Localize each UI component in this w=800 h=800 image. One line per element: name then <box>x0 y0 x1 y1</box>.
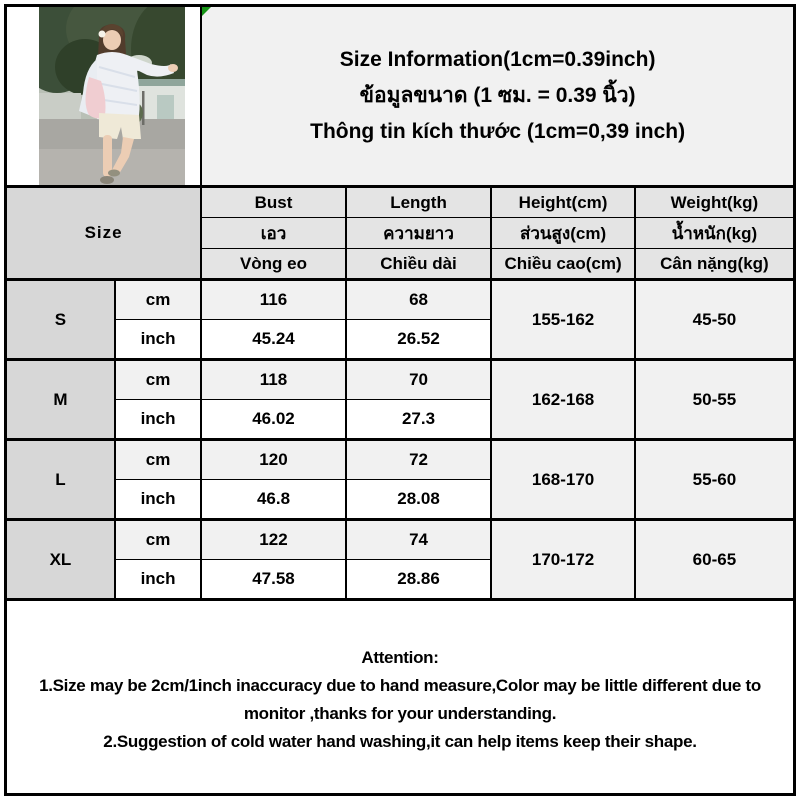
cell-s-length-cm: 68 <box>344 278 493 320</box>
cell-s-bust-inch: 45.24 <box>200 319 347 361</box>
cell-m-height: 162-168 <box>490 358 636 441</box>
cell-xl-length-cm: 74 <box>344 518 493 560</box>
cell-s-height: 155-162 <box>490 278 636 361</box>
col-header-weight-th: น้ำหนัก(kg) <box>633 217 796 249</box>
cell-l-length-cm: 72 <box>344 438 493 480</box>
cell-xl-weight: 60-65 <box>633 518 796 601</box>
cell-s-length-inch: 26.52 <box>344 319 493 361</box>
cell-m-length-cm: 70 <box>344 358 493 400</box>
cell-m-length-inch: 27.3 <box>344 399 493 441</box>
size-xl-label: XL <box>4 518 116 601</box>
cell-l-weight: 55-60 <box>633 438 796 521</box>
cell-xl-bust-cm: 122 <box>200 518 347 560</box>
size-l-label: L <box>4 438 116 521</box>
unit-inch-label: inch <box>113 319 203 361</box>
table-row: XL cm 122 74 170-172 60-65 <box>4 518 796 601</box>
col-header-length-vi: Chiều dài <box>344 248 493 281</box>
cell-m-weight: 50-55 <box>633 358 796 441</box>
col-header-weight-vi: Cân nặng(kg) <box>633 248 796 281</box>
table-row: L cm 120 72 168-170 55-60 <box>4 438 796 521</box>
cell-xl-length-inch: 28.86 <box>344 559 493 601</box>
size-header: Size <box>4 185 203 281</box>
cell-l-height: 168-170 <box>490 438 636 521</box>
table-row: inch 46.02 27.3 <box>6 399 795 441</box>
cell-m-bust-cm: 118 <box>200 358 347 400</box>
model-photo-illustration <box>39 7 185 184</box>
unit-cm-label: cm <box>113 518 203 560</box>
size-table: Size Information(1cm=0.39inch) ข้อมูลขนา… <box>4 4 796 796</box>
unit-inch-label: inch <box>113 479 203 521</box>
title-thai: ข้อมูลขนาด (1 ซม. = 0.39 นิ้ว) <box>359 84 636 107</box>
unit-inch-label: inch <box>113 399 203 441</box>
col-header-length-en: Length <box>344 185 493 218</box>
col-header-height-vi: Chiều cao(cm) <box>490 248 636 281</box>
table-row: inch 46.8 28.08 <box>6 479 795 521</box>
cell-xl-height: 170-172 <box>490 518 636 601</box>
attention-section: Attention: 1.Size may be 2cm/1inch inacc… <box>4 598 796 796</box>
col-header-height-th: ส่วนสูง(cm) <box>490 217 636 249</box>
attention-item-2: 2.Suggestion of cold water hand washing,… <box>103 731 697 751</box>
unit-cm-label: cm <box>113 358 203 400</box>
col-header-weight-en: Weight(kg) <box>633 185 796 218</box>
unit-inch-label: inch <box>113 559 203 601</box>
col-header-bust-th: เอว <box>200 217 347 249</box>
attention-heading: Attention: <box>361 647 439 667</box>
cell-l-length-inch: 28.08 <box>344 479 493 521</box>
col-header-bust-vi: Vòng eo <box>200 248 347 281</box>
unit-cm-label: cm <box>113 278 203 320</box>
table-row: inch 45.24 26.52 <box>6 319 795 361</box>
size-chart-sheet: Size Information(1cm=0.39inch) ข้อมูลขนา… <box>4 4 796 796</box>
cell-s-weight: 45-50 <box>633 278 796 361</box>
col-header-bust-en: Bust <box>200 185 347 218</box>
col-header-height-en: Height(cm) <box>490 185 636 218</box>
attention-item-1: 1.Size may be 2cm/1inch inaccuracy due t… <box>39 675 761 723</box>
unit-cm-label: cm <box>113 438 203 480</box>
photo-cell <box>4 4 203 188</box>
model-photo <box>39 7 185 184</box>
cell-xl-bust-inch: 47.58 <box>200 559 347 601</box>
cell-s-bust-cm: 116 <box>200 278 347 320</box>
cell-m-bust-inch: 46.02 <box>200 399 347 441</box>
cell-l-bust-cm: 120 <box>200 438 347 480</box>
title-vietnamese: Thông tin kích thước (1cm=0,39 inch) <box>310 120 686 143</box>
title-cell: Size Information(1cm=0.39inch) ข้อมูลขนา… <box>200 4 796 188</box>
cell-l-bust-inch: 46.8 <box>200 479 347 521</box>
size-s-label: S <box>4 278 116 361</box>
col-header-length-th: ความยาว <box>344 217 493 249</box>
green-corner-icon <box>203 7 212 16</box>
table-row: inch 47.58 28.86 <box>6 559 795 601</box>
size-m-label: M <box>4 358 116 441</box>
table-row: S cm 116 68 155-162 45-50 <box>4 278 796 361</box>
table-row: M cm 118 70 162-168 50-55 <box>4 358 796 441</box>
title-english: Size Information(1cm=0.39inch) <box>339 48 656 71</box>
attention-text: Attention: 1.Size may be 2cm/1inch inacc… <box>8 639 793 756</box>
